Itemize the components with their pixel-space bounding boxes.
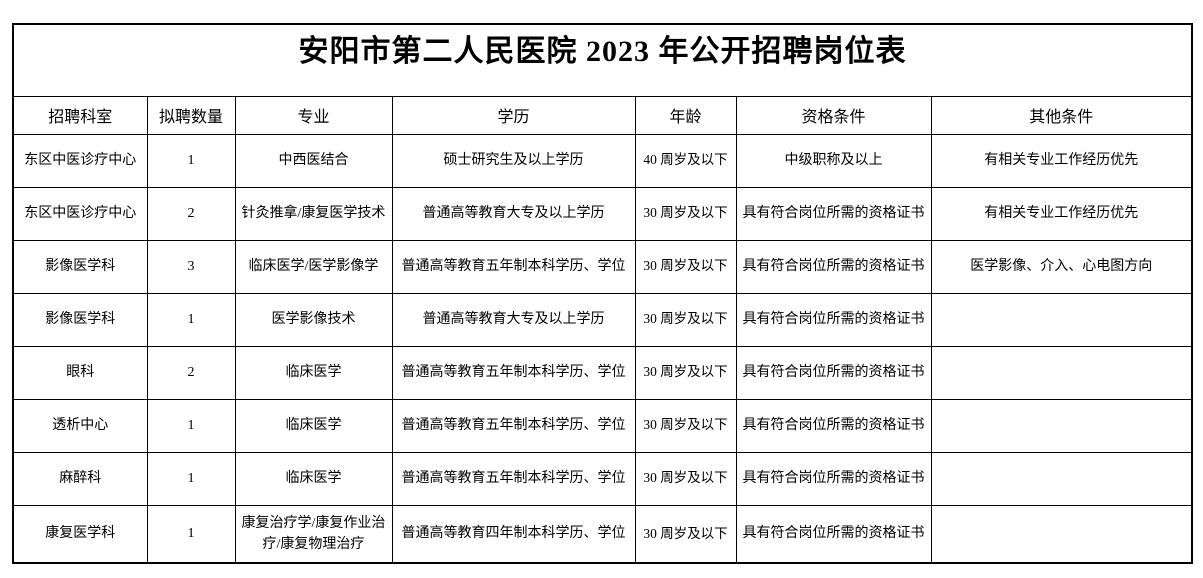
table-cell: 针灸推拿/康复医学技术 bbox=[234, 186, 393, 241]
table-cell: 30 周岁及以下 bbox=[634, 398, 737, 453]
table-cell: 普通高等教育大专及以上学历 bbox=[391, 186, 636, 241]
table-row: 影像医学科 3 临床医学/医学影像学 普通高等教育五年制本科学历、学位 30 周岁及以下… bbox=[12, 239, 1193, 294]
table-cell: 普通高等教育五年制本科学历、学位 bbox=[391, 239, 636, 294]
table-cell: 中西医结合 bbox=[234, 133, 393, 188]
header-row: 招聘科室 拟聘数量 专业 学历 年龄 资格条件 其他条件 bbox=[12, 95, 1193, 135]
table-cell: 2 bbox=[146, 345, 236, 400]
table-cell: 普通高等教育五年制本科学历、学位 bbox=[391, 398, 636, 453]
table-cell: 30 周岁及以下 bbox=[634, 292, 737, 347]
table-cell: 普通高等教育五年制本科学历、学位 bbox=[391, 451, 636, 506]
table-cell: 康复治疗学/康复作业治疗/康复物理治疗 bbox=[234, 504, 393, 564]
table-cell: 具有符合岗位所需的资格证书 bbox=[735, 292, 932, 347]
table-cell bbox=[930, 504, 1193, 564]
table-cell bbox=[930, 345, 1193, 400]
table-cell: 1 bbox=[146, 133, 236, 188]
table-cell: 有相关专业工作经历优先 bbox=[930, 133, 1193, 188]
table-cell: 东区中医诊疗中心 bbox=[12, 186, 148, 241]
table-cell: 1 bbox=[146, 504, 236, 564]
table-row: 东区中医诊疗中心 1 中西医结合 硕士研究生及以上学历 40 周岁及以下 中级职称及以上有… bbox=[12, 133, 1193, 188]
table-cell: 30 周岁及以下 bbox=[634, 345, 737, 400]
table-row: 影像医学科 1 医学影像技术 普通高等教育大专及以上学历 30 周岁及以下 具有符合岗位所… bbox=[12, 292, 1193, 347]
table-cell: 透析中心 bbox=[12, 398, 148, 453]
column-header: 专业 bbox=[234, 95, 393, 135]
table-cell: 普通高等教育四年制本科学历、学位 bbox=[391, 504, 636, 564]
table-title: 安阳市第二人民医院 2023 年公开招聘岗位表 bbox=[12, 23, 1193, 97]
table-cell: 具有符合岗位所需的资格证书 bbox=[735, 398, 932, 453]
column-header: 其他条件 bbox=[930, 95, 1193, 135]
table-cell: 具有符合岗位所需的资格证书 bbox=[735, 504, 932, 564]
column-header: 年龄 bbox=[634, 95, 737, 135]
column-header: 拟聘数量 bbox=[146, 95, 236, 135]
title-row: 安阳市第二人民医院 2023 年公开招聘岗位表 bbox=[12, 23, 1193, 97]
table-cell: 临床医学/医学影像学 bbox=[234, 239, 393, 294]
table-cell: 影像医学科 bbox=[12, 239, 148, 294]
column-header: 招聘科室 bbox=[12, 95, 148, 135]
recruitment-table: 安阳市第二人民医院 2023 年公开招聘岗位表 招聘科室 拟聘数量 专业 学历 年龄 资格… bbox=[12, 23, 1193, 564]
table-cell: 具有符合岗位所需的资格证书 bbox=[735, 239, 932, 294]
table-row: 麻醉科 1 临床医学 普通高等教育五年制本科学历、学位 30 周岁及以下 具有符合岗位所需… bbox=[12, 451, 1193, 506]
table-cell: 东区中医诊疗中心 bbox=[12, 133, 148, 188]
table-cell: 1 bbox=[146, 451, 236, 506]
table-cell: 康复医学科 bbox=[12, 504, 148, 564]
table-cell bbox=[930, 451, 1193, 506]
table-cell: 硕士研究生及以上学历 bbox=[391, 133, 636, 188]
table-cell: 1 bbox=[146, 292, 236, 347]
table-cell: 医学影像技术 bbox=[234, 292, 393, 347]
table-row: 眼科 2 临床医学 普通高等教育五年制本科学历、学位 30 周岁及以下 具有符合岗位所需的… bbox=[12, 345, 1193, 400]
table-cell: 2 bbox=[146, 186, 236, 241]
table-cell: 具有符合岗位所需的资格证书 bbox=[735, 345, 932, 400]
table-cell bbox=[930, 292, 1193, 347]
table-cell: 具有符合岗位所需的资格证书 bbox=[735, 186, 932, 241]
table-cell: 麻醉科 bbox=[12, 451, 148, 506]
table-cell: 眼科 bbox=[12, 345, 148, 400]
table-cell: 普通高等教育五年制本科学历、学位 bbox=[391, 345, 636, 400]
table-cell: 30 周岁及以下 bbox=[634, 504, 737, 564]
table-row: 透析中心 1 临床医学 普通高等教育五年制本科学历、学位 30 周岁及以下 具有符合岗位所… bbox=[12, 398, 1193, 453]
table-cell: 临床医学 bbox=[234, 345, 393, 400]
table-cell: 中级职称及以上 bbox=[735, 133, 932, 188]
table-body: 东区中医诊疗中心 1 中西医结合 硕士研究生及以上学历 40 周岁及以下 中级职称及以上有… bbox=[12, 133, 1193, 564]
table-cell: 30 周岁及以下 bbox=[634, 239, 737, 294]
table-cell: 具有符合岗位所需的资格证书 bbox=[735, 451, 932, 506]
table-cell: 30 周岁及以下 bbox=[634, 186, 737, 241]
table-row: 东区中医诊疗中心 2 针灸推拿/康复医学技术 普通高等教育大专及以上学历 30 周岁及以… bbox=[12, 186, 1193, 241]
table-cell: 40 周岁及以下 bbox=[634, 133, 737, 188]
column-header: 资格条件 bbox=[735, 95, 932, 135]
table-cell: 1 bbox=[146, 398, 236, 453]
table-cell bbox=[930, 398, 1193, 453]
table-cell: 临床医学 bbox=[234, 398, 393, 453]
table-cell: 有相关专业工作经历优先 bbox=[930, 186, 1193, 241]
table-cell: 临床医学 bbox=[234, 451, 393, 506]
table-row: 康复医学科 1 康复治疗学/康复作业治疗/康复物理治疗 普通高等教育四年制本科学历、学… bbox=[12, 504, 1193, 564]
table-cell: 普通高等教育大专及以上学历 bbox=[391, 292, 636, 347]
column-header: 学历 bbox=[391, 95, 636, 135]
table-cell: 医学影像、介入、心电图方向 bbox=[930, 239, 1193, 294]
table-cell: 影像医学科 bbox=[12, 292, 148, 347]
table-cell: 3 bbox=[146, 239, 236, 294]
table-cell: 30 周岁及以下 bbox=[634, 451, 737, 506]
